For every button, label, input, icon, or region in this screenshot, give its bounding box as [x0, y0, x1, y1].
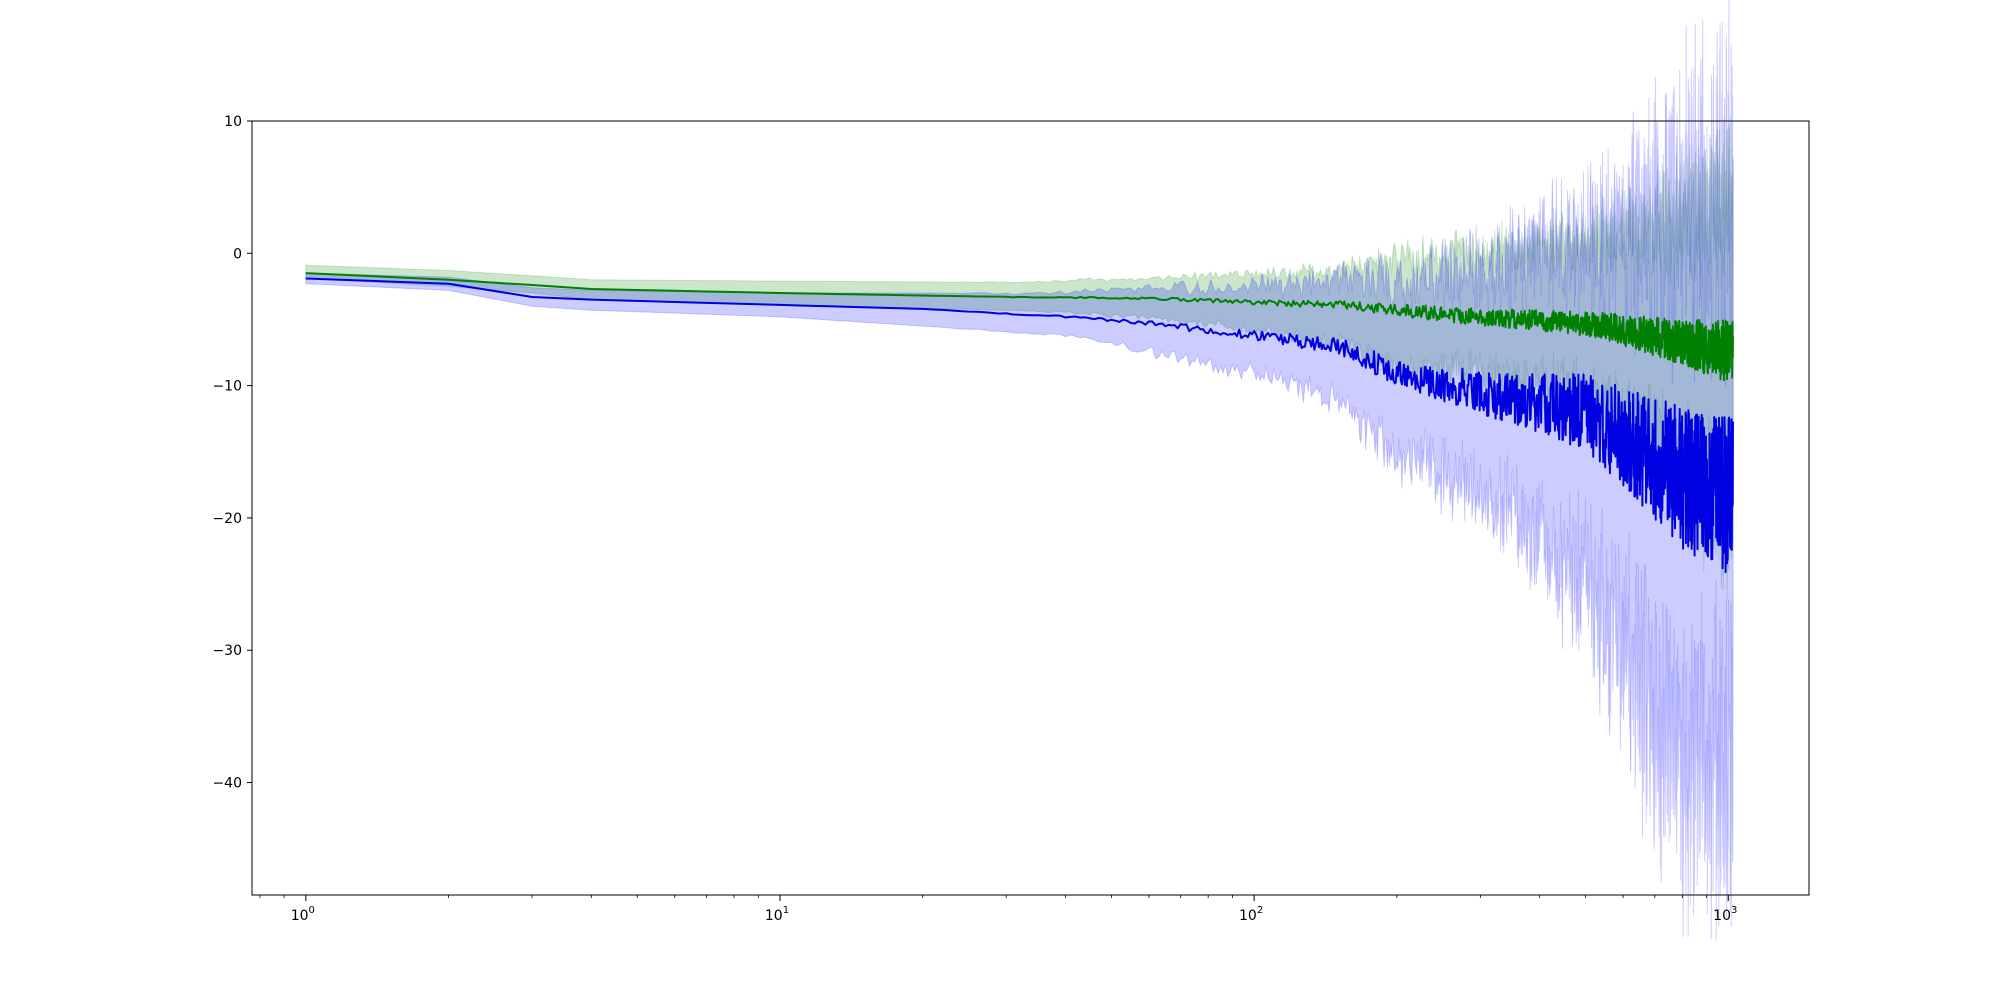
- x-tick-label: 103: [1713, 905, 1737, 924]
- x-tick-label: 100: [291, 905, 315, 924]
- y-tick-label: 0: [233, 246, 242, 262]
- y-tick-label: −20: [212, 511, 242, 527]
- x-tick-label: 101: [765, 905, 789, 924]
- series-lines: [305, 272, 1735, 574]
- y-tick-label: −30: [212, 643, 242, 659]
- series-1-band: [305, 116, 1734, 599]
- series-2-band: [305, 0, 1734, 941]
- plot-frame: [251, 120, 1810, 896]
- series-2-line: [305, 277, 1735, 574]
- plot-area-background: [252, 121, 1809, 895]
- y-tick-label: −10: [212, 379, 242, 395]
- confidence-bands: [305, 0, 1734, 941]
- x-axis: 100 101 102 103: [259, 895, 1737, 924]
- x-tick-label: 102: [1239, 905, 1263, 924]
- series-1-line: [305, 272, 1735, 382]
- y-tick-label: −40: [212, 776, 242, 792]
- y-tick-label: 10: [224, 114, 242, 130]
- y-axis: 10 0 −10 −20 −30 −40: [212, 114, 252, 792]
